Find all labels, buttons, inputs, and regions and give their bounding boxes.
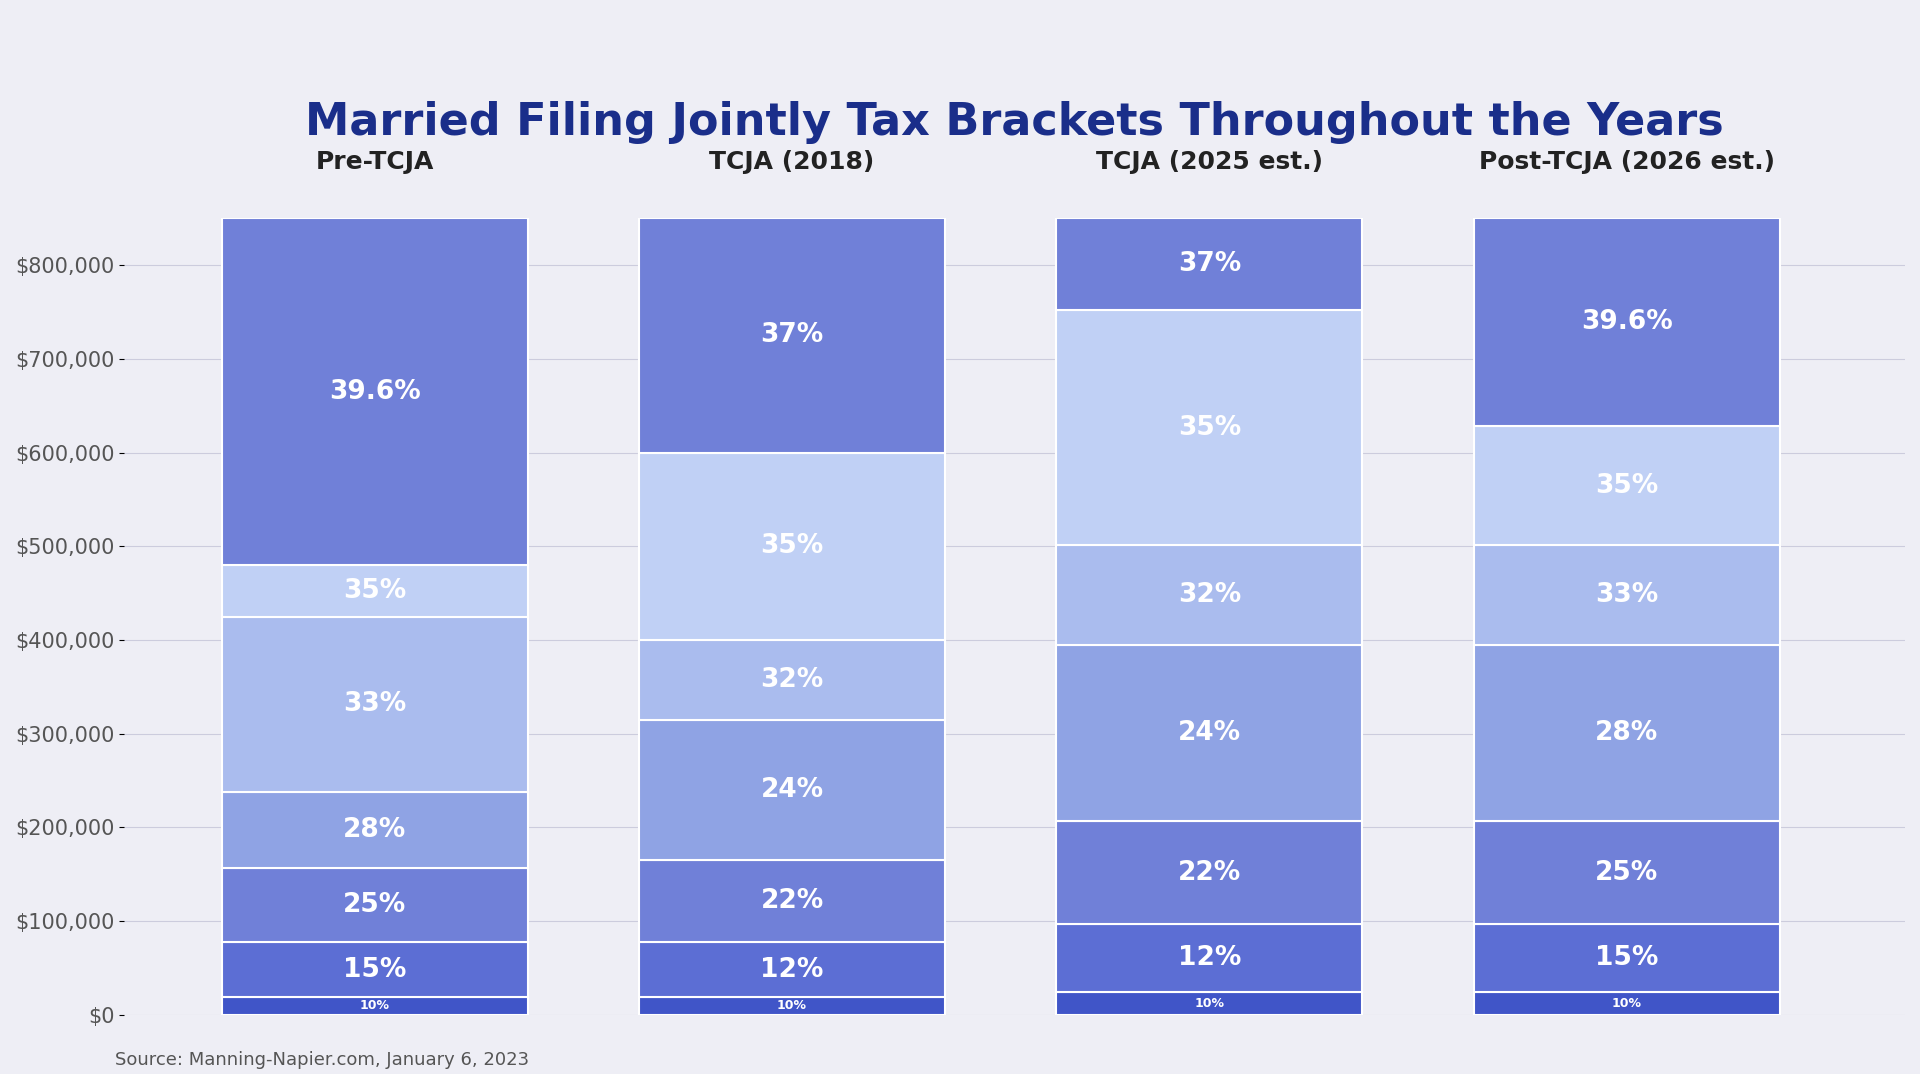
Text: 12%: 12%: [1177, 945, 1240, 971]
Bar: [1056, 992, 1363, 1015]
Bar: [1475, 218, 1780, 426]
Bar: [639, 452, 945, 640]
Text: 28%: 28%: [344, 817, 407, 843]
Text: 12%: 12%: [760, 957, 824, 983]
Bar: [639, 218, 945, 452]
Bar: [1475, 645, 1780, 822]
Bar: [1475, 822, 1780, 924]
Text: 10%: 10%: [359, 999, 390, 1013]
Text: Source: Manning-Napier.com, January 6, 2023: Source: Manning-Napier.com, January 6, 2…: [115, 1050, 530, 1069]
Text: TCJA (2025 est.): TCJA (2025 est.): [1096, 150, 1323, 174]
Text: TCJA (2018): TCJA (2018): [708, 150, 876, 174]
Text: 15%: 15%: [1596, 945, 1659, 971]
Bar: [221, 869, 528, 942]
Text: 15%: 15%: [344, 957, 407, 983]
Bar: [1475, 546, 1780, 645]
Text: 25%: 25%: [344, 892, 407, 918]
Bar: [639, 997, 945, 1015]
Bar: [1475, 426, 1780, 546]
Bar: [221, 218, 528, 565]
Bar: [221, 616, 528, 792]
Text: 35%: 35%: [1596, 473, 1659, 498]
Text: 35%: 35%: [760, 533, 824, 560]
Text: 35%: 35%: [344, 578, 407, 604]
Text: 10%: 10%: [778, 999, 806, 1013]
Text: 32%: 32%: [1177, 582, 1240, 608]
Text: 37%: 37%: [1177, 251, 1240, 277]
Bar: [1475, 992, 1780, 1015]
Bar: [639, 640, 945, 720]
Bar: [1056, 645, 1363, 822]
Bar: [1056, 546, 1363, 645]
Text: 22%: 22%: [760, 888, 824, 914]
Text: 35%: 35%: [1177, 415, 1240, 440]
Text: 22%: 22%: [1177, 859, 1240, 885]
Text: 33%: 33%: [344, 692, 407, 717]
Text: 10%: 10%: [1611, 997, 1642, 1011]
Text: 33%: 33%: [1596, 582, 1659, 608]
Text: 37%: 37%: [760, 322, 824, 348]
Title: Married Filing Jointly Tax Brackets Throughout the Years: Married Filing Jointly Tax Brackets Thro…: [305, 101, 1724, 144]
Text: 24%: 24%: [1177, 720, 1240, 746]
Bar: [221, 942, 528, 997]
Text: 32%: 32%: [760, 667, 824, 693]
Bar: [639, 942, 945, 997]
Bar: [1056, 310, 1363, 546]
Bar: [639, 720, 945, 860]
Bar: [221, 792, 528, 869]
Text: 28%: 28%: [1596, 720, 1659, 746]
Text: 25%: 25%: [1596, 859, 1659, 885]
Text: 10%: 10%: [1194, 997, 1225, 1011]
Text: Pre-TCJA: Pre-TCJA: [315, 150, 434, 174]
Text: 39.6%: 39.6%: [1580, 309, 1672, 335]
Bar: [221, 565, 528, 616]
Bar: [639, 860, 945, 942]
Bar: [1056, 218, 1363, 310]
Bar: [1056, 924, 1363, 992]
Text: 39.6%: 39.6%: [328, 379, 420, 405]
Text: 24%: 24%: [760, 777, 824, 803]
Bar: [1475, 924, 1780, 992]
Text: Post-TCJA (2026 est.): Post-TCJA (2026 est.): [1478, 150, 1774, 174]
Bar: [221, 997, 528, 1015]
Bar: [1056, 822, 1363, 924]
